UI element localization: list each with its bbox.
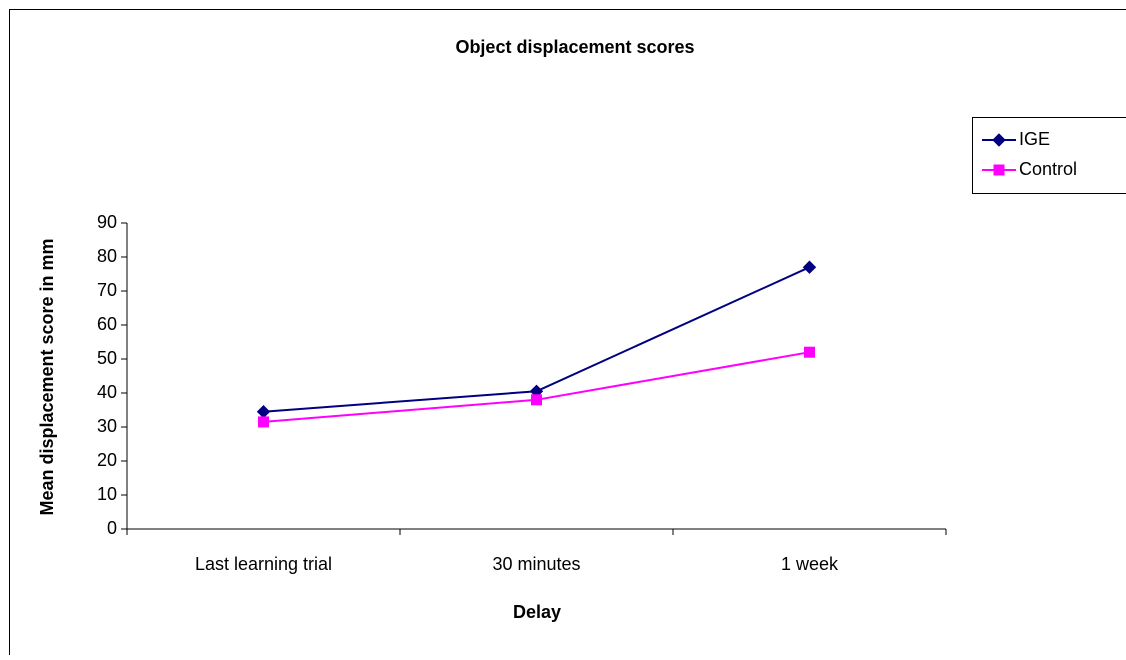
- y-tick-label: 50: [97, 348, 117, 368]
- y-tick-label: 60: [97, 314, 117, 334]
- y-tick-label: 20: [97, 450, 117, 470]
- y-tick-label: 90: [97, 212, 117, 232]
- y-axis-label: Mean displacement score in mm: [37, 238, 57, 515]
- y-tick-label: 40: [97, 382, 117, 402]
- point: [805, 347, 815, 357]
- chart-title: Object displacement scores: [455, 37, 694, 57]
- x-tick-label: 30 minutes: [492, 554, 580, 574]
- y-tick-label: 30: [97, 416, 117, 436]
- y-tick-label: 70: [97, 280, 117, 300]
- y-tick-label: 10: [97, 484, 117, 504]
- y-tick-label: 0: [107, 518, 117, 538]
- x-tick-label: 1 week: [781, 554, 839, 574]
- x-axis-label: Delay: [513, 602, 561, 622]
- point: [532, 395, 542, 405]
- x-tick-label: Last learning trial: [195, 554, 332, 574]
- point: [994, 165, 1004, 175]
- legend-label: IGE: [1019, 129, 1050, 149]
- y-tick-label: 80: [97, 246, 117, 266]
- point: [259, 417, 269, 427]
- legend-label: Control: [1019, 159, 1077, 179]
